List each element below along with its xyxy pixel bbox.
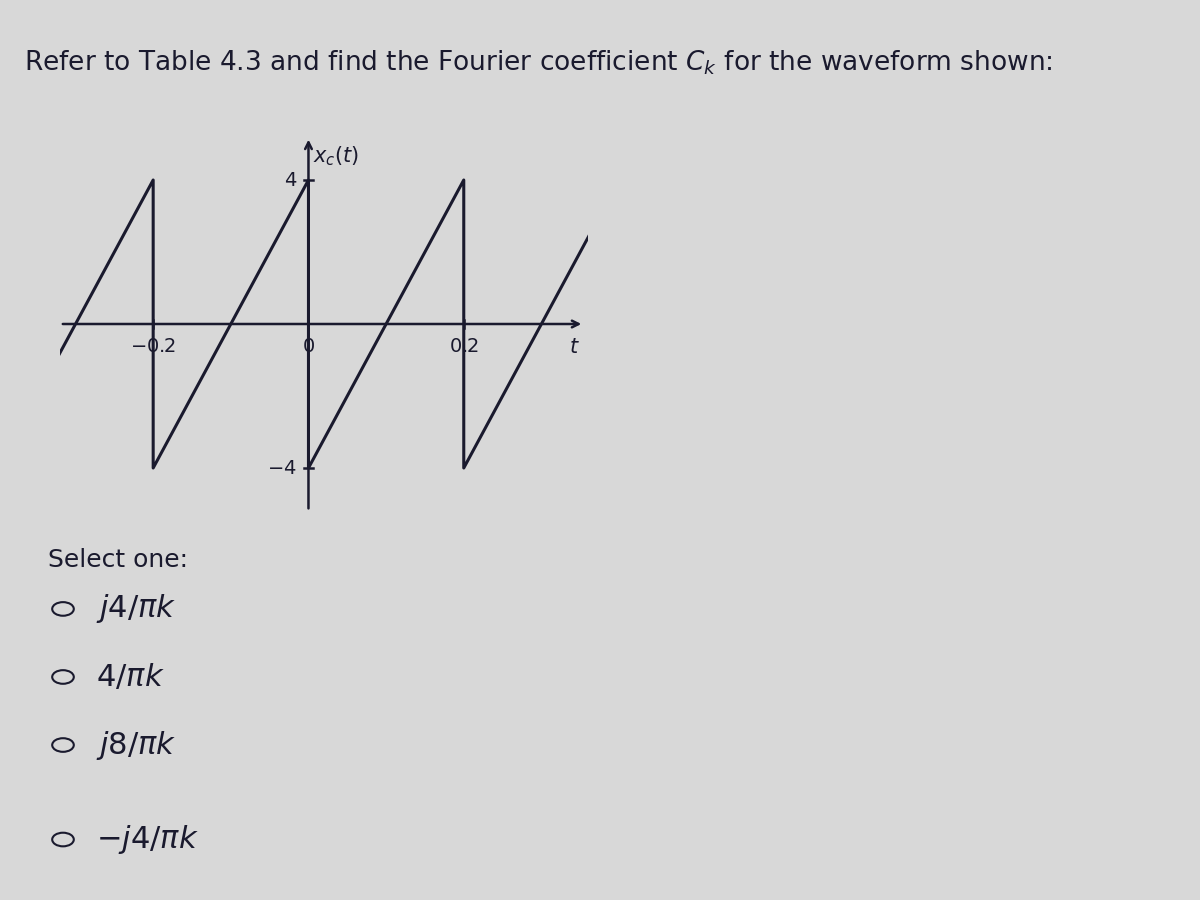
Text: $-j4/\pi k$: $-j4/\pi k$ bbox=[96, 823, 199, 856]
Text: $j8/\pi k$: $j8/\pi k$ bbox=[96, 728, 176, 761]
Text: $x_c(t)$: $x_c(t)$ bbox=[313, 144, 359, 167]
Text: $-0.2$: $-0.2$ bbox=[130, 337, 176, 356]
Text: $0.2$: $0.2$ bbox=[449, 337, 479, 356]
Text: $0$: $0$ bbox=[302, 337, 314, 356]
Text: $t$: $t$ bbox=[570, 337, 581, 356]
Text: $4$: $4$ bbox=[283, 170, 296, 190]
Text: $4/\pi k$: $4/\pi k$ bbox=[96, 662, 164, 692]
Text: Select one:: Select one: bbox=[48, 548, 188, 572]
Text: Refer to Table 4.3 and find the Fourier coefficient $C_k$ for the waveform shown: Refer to Table 4.3 and find the Fourier … bbox=[24, 49, 1052, 76]
Text: $-4$: $-4$ bbox=[268, 458, 296, 478]
Text: $j4/\pi k$: $j4/\pi k$ bbox=[96, 592, 176, 626]
